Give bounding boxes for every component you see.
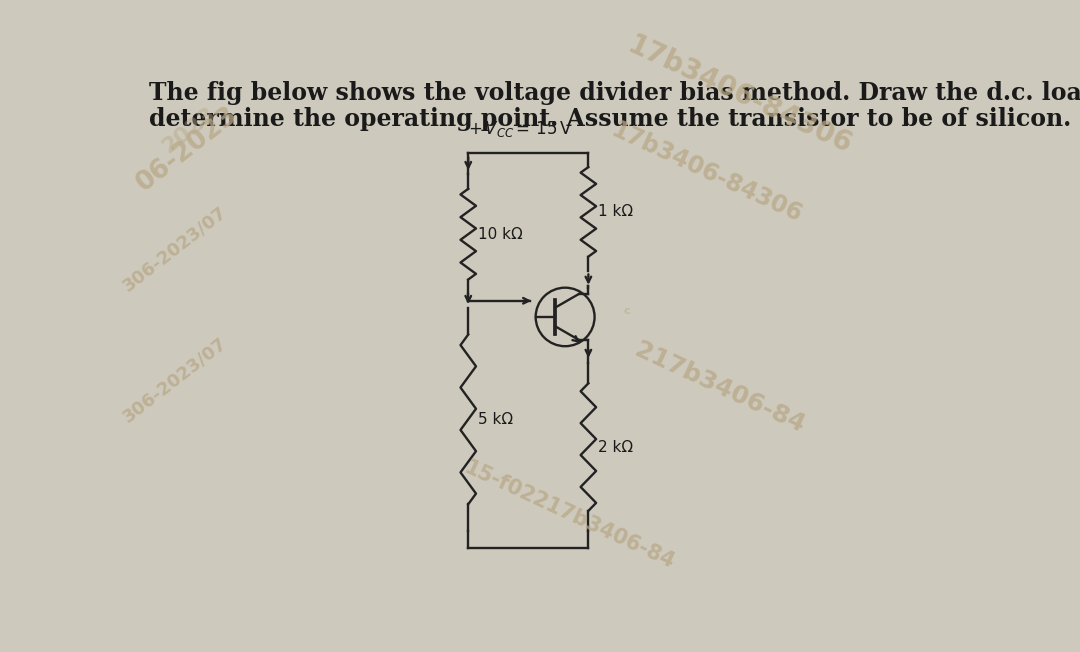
Text: 1 kΩ: 1 kΩ: [597, 204, 633, 219]
Text: determine the operating point. Assume the transistor to be of silicon.: determine the operating point. Assume th…: [149, 107, 1071, 131]
Text: 217b3406-84: 217b3406-84: [631, 338, 809, 437]
Text: 5 kΩ: 5 kΩ: [478, 412, 513, 427]
Text: 10 kΩ: 10 kΩ: [478, 227, 523, 242]
Text: 17b3406-84306: 17b3406-84306: [608, 117, 807, 227]
Text: 17b3406-84306: 17b3406-84306: [623, 31, 856, 160]
Text: 2 kΩ: 2 kΩ: [597, 439, 633, 454]
Text: c: c: [623, 306, 630, 316]
Text: 2023: 2023: [159, 103, 219, 156]
Text: $+\,V_{CC}=\,15\,\mathrm{V}$: $+\,V_{CC}=\,15\,\mathrm{V}$: [468, 119, 573, 139]
Text: 15-f02217b3406-84: 15-f02217b3406-84: [460, 457, 677, 572]
Text: 306-2023/07: 306-2023/07: [120, 334, 230, 426]
Text: 306-2023/07: 306-2023/07: [120, 203, 230, 295]
Text: 06-2023: 06-2023: [131, 102, 243, 197]
Text: The fig below shows the voltage divider bias method. Draw the d.c. load li: The fig below shows the voltage divider …: [149, 82, 1080, 106]
